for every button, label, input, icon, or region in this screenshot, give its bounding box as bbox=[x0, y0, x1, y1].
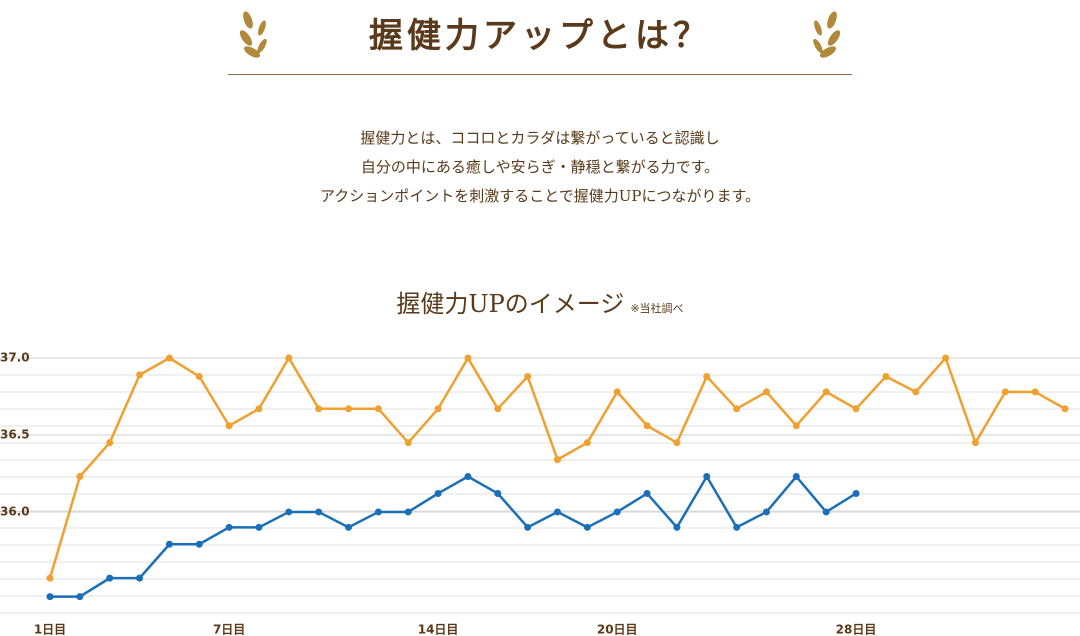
point bbox=[464, 473, 472, 481]
point bbox=[374, 508, 382, 516]
point bbox=[195, 540, 203, 548]
laurel-right bbox=[813, 11, 841, 58]
point bbox=[942, 354, 950, 362]
desc-line: 自分の中にある癒しや安らぎ・静穏と繋がる力です。 bbox=[360, 158, 720, 176]
point bbox=[852, 405, 860, 413]
point bbox=[912, 388, 920, 396]
point bbox=[136, 371, 144, 379]
point bbox=[404, 439, 412, 447]
point bbox=[434, 489, 442, 497]
point bbox=[554, 456, 561, 464]
point bbox=[46, 593, 54, 601]
point bbox=[464, 354, 472, 362]
series-line bbox=[50, 474, 857, 598]
point bbox=[106, 439, 114, 447]
y-tick-label: 36.5 bbox=[0, 427, 30, 441]
point bbox=[673, 439, 681, 447]
point bbox=[524, 372, 532, 380]
point bbox=[46, 574, 54, 582]
point bbox=[136, 574, 144, 582]
note: ※当社調べ bbox=[630, 302, 684, 315]
point bbox=[822, 388, 830, 396]
point bbox=[703, 372, 711, 380]
point bbox=[762, 388, 770, 396]
chart-title: 握健力UPのイメージ ※当社調べ bbox=[0, 284, 1080, 319]
point bbox=[225, 523, 233, 531]
point bbox=[434, 405, 442, 413]
point bbox=[165, 354, 173, 362]
point bbox=[643, 422, 651, 430]
y-tick-label: 36.0 bbox=[0, 504, 30, 518]
desc-line: アクションポイントを刺激することで握健力UPにつながります。 bbox=[319, 187, 761, 205]
divider bbox=[228, 74, 852, 75]
point bbox=[1031, 388, 1039, 396]
desc-line: 握健力とは、ココロとカラダは繋がっていると認識し bbox=[360, 129, 720, 147]
point bbox=[374, 405, 382, 413]
point bbox=[76, 473, 84, 481]
point bbox=[583, 439, 591, 447]
point bbox=[524, 523, 532, 531]
point bbox=[255, 523, 263, 531]
point bbox=[165, 540, 173, 548]
point bbox=[494, 489, 502, 497]
point bbox=[1061, 405, 1069, 413]
point bbox=[882, 372, 890, 380]
point bbox=[195, 372, 203, 380]
point bbox=[643, 489, 651, 497]
x-tick-label: 28日目 bbox=[836, 623, 877, 636]
point bbox=[404, 508, 412, 516]
point bbox=[345, 523, 353, 531]
chart-title-text: 握健力UPのイメージ bbox=[396, 290, 625, 318]
y-tick-label: 37.0 bbox=[0, 351, 30, 365]
laurel-left bbox=[239, 11, 267, 58]
point bbox=[255, 405, 263, 413]
point bbox=[225, 422, 233, 430]
title: 握健力アップとは？ bbox=[369, 16, 711, 56]
x-tick-label: 1日目 bbox=[34, 623, 66, 636]
point bbox=[673, 523, 681, 531]
point bbox=[703, 473, 711, 481]
point bbox=[792, 422, 800, 430]
point bbox=[613, 508, 621, 516]
point bbox=[315, 405, 323, 413]
point bbox=[852, 489, 860, 497]
point bbox=[285, 354, 293, 362]
point bbox=[554, 508, 561, 516]
x-tick-label: 20日目 bbox=[597, 623, 638, 636]
point bbox=[971, 439, 979, 447]
point bbox=[733, 523, 741, 531]
point bbox=[822, 508, 830, 516]
point bbox=[345, 405, 353, 413]
point bbox=[285, 508, 293, 516]
point bbox=[762, 508, 770, 516]
point bbox=[583, 523, 591, 531]
point bbox=[733, 405, 741, 413]
description: 握健力とは、ココロとカラダは繋がっていると認識し 自分の中にある癒しや安らぎ・静… bbox=[0, 124, 1080, 211]
point bbox=[315, 508, 323, 516]
point bbox=[1001, 388, 1009, 396]
point bbox=[76, 593, 84, 601]
x-tick-label: 14日目 bbox=[418, 623, 459, 636]
point bbox=[494, 405, 502, 413]
point bbox=[613, 388, 621, 396]
point bbox=[792, 473, 800, 481]
x-tick-label: 7日目 bbox=[213, 623, 245, 636]
point bbox=[106, 574, 114, 582]
